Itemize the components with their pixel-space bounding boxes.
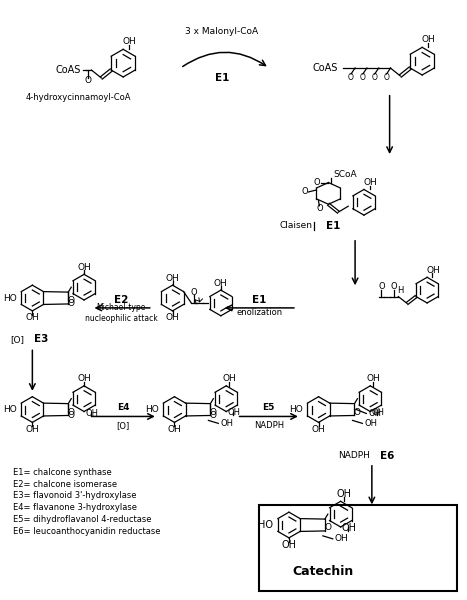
Text: O: O xyxy=(360,73,366,82)
Text: Claisen: Claisen xyxy=(280,221,312,230)
Text: HO: HO xyxy=(3,405,16,414)
Text: O: O xyxy=(391,282,397,291)
Text: HO: HO xyxy=(289,405,303,414)
Text: O: O xyxy=(68,411,75,420)
Text: E6: E6 xyxy=(380,451,394,461)
Text: E5: E5 xyxy=(262,403,275,412)
Text: OH: OH xyxy=(85,409,99,418)
Text: E1: E1 xyxy=(326,221,341,231)
Text: [O]: [O] xyxy=(117,421,130,430)
Text: O: O xyxy=(378,282,385,291)
Text: O: O xyxy=(348,73,354,82)
Text: OH: OH xyxy=(77,263,91,272)
Text: OH: OH xyxy=(372,408,385,417)
Text: NADPH: NADPH xyxy=(254,421,284,430)
Text: E5= dihydroflavanol 4-reductase: E5= dihydroflavanol 4-reductase xyxy=(13,515,151,524)
Text: E3= flavonoid 3'-hydroxylase: E3= flavonoid 3'-hydroxylase xyxy=(13,491,136,500)
Text: O: O xyxy=(372,73,378,82)
Text: E6= leucoanthocyanidin reductase: E6= leucoanthocyanidin reductase xyxy=(13,527,160,536)
Text: NADPH: NADPH xyxy=(338,451,370,460)
Text: OH: OH xyxy=(222,374,236,383)
Text: OH: OH xyxy=(311,425,325,434)
Text: OH: OH xyxy=(341,523,356,533)
Text: O: O xyxy=(68,408,75,417)
Text: OH: OH xyxy=(26,425,39,434)
Text: 3 x Malonyl-CoA: 3 x Malonyl-CoA xyxy=(185,27,258,36)
Text: O: O xyxy=(325,523,331,532)
Text: [O]: [O] xyxy=(10,335,24,344)
Text: E4: E4 xyxy=(117,403,129,412)
Text: OH: OH xyxy=(426,266,440,275)
Text: E1: E1 xyxy=(215,73,229,83)
Text: O: O xyxy=(191,287,198,296)
Text: 4-hydroxycinnamoyl-CoA: 4-hydroxycinnamoyl-CoA xyxy=(26,93,132,102)
Text: OH: OH xyxy=(168,425,181,434)
Text: HO: HO xyxy=(3,293,16,302)
Text: O: O xyxy=(383,73,389,82)
Text: E1= chalcone synthase: E1= chalcone synthase xyxy=(13,468,111,477)
Text: O: O xyxy=(68,299,75,308)
Text: OH: OH xyxy=(364,419,377,428)
Text: E2: E2 xyxy=(114,295,128,305)
Text: E2= chalcone isomerase: E2= chalcone isomerase xyxy=(13,479,117,488)
Text: OH: OH xyxy=(227,408,241,417)
Text: OH: OH xyxy=(336,490,351,499)
Text: enolization: enolization xyxy=(236,308,283,317)
Text: H: H xyxy=(397,286,403,295)
Text: O: O xyxy=(210,408,217,417)
Text: OH: OH xyxy=(366,374,380,383)
Text: OH: OH xyxy=(335,535,348,544)
Text: E4= flavanone 3-hydroxylase: E4= flavanone 3-hydroxylase xyxy=(13,503,137,512)
Text: O: O xyxy=(210,411,217,420)
Text: OH: OH xyxy=(363,178,377,187)
Text: SCoA: SCoA xyxy=(333,170,357,179)
Text: O: O xyxy=(301,187,308,196)
Text: O: O xyxy=(85,76,92,85)
Text: CoAS: CoAS xyxy=(55,65,81,75)
Text: OH: OH xyxy=(26,313,39,322)
Text: OH: OH xyxy=(282,540,297,550)
Text: Catechin: Catechin xyxy=(293,565,354,578)
Text: OH: OH xyxy=(421,35,435,44)
Text: OH: OH xyxy=(368,409,381,418)
Text: O: O xyxy=(354,408,361,417)
Text: E3: E3 xyxy=(35,334,49,344)
Text: OH: OH xyxy=(220,419,233,428)
Text: CoAS: CoAS xyxy=(313,63,338,73)
Text: O: O xyxy=(68,296,75,305)
Text: OH: OH xyxy=(77,374,91,383)
Text: Michael-type
nucleophilic attack: Michael-type nucleophilic attack xyxy=(85,303,157,323)
Text: OH: OH xyxy=(166,313,179,322)
Text: E1: E1 xyxy=(252,295,267,305)
Text: OH: OH xyxy=(214,279,228,288)
Text: OH: OH xyxy=(166,274,179,283)
Text: HO: HO xyxy=(258,520,273,530)
Text: O: O xyxy=(313,178,320,187)
Text: OH: OH xyxy=(122,37,136,46)
Bar xyxy=(259,505,457,591)
Text: O: O xyxy=(316,204,323,213)
Text: HO: HO xyxy=(145,405,159,414)
